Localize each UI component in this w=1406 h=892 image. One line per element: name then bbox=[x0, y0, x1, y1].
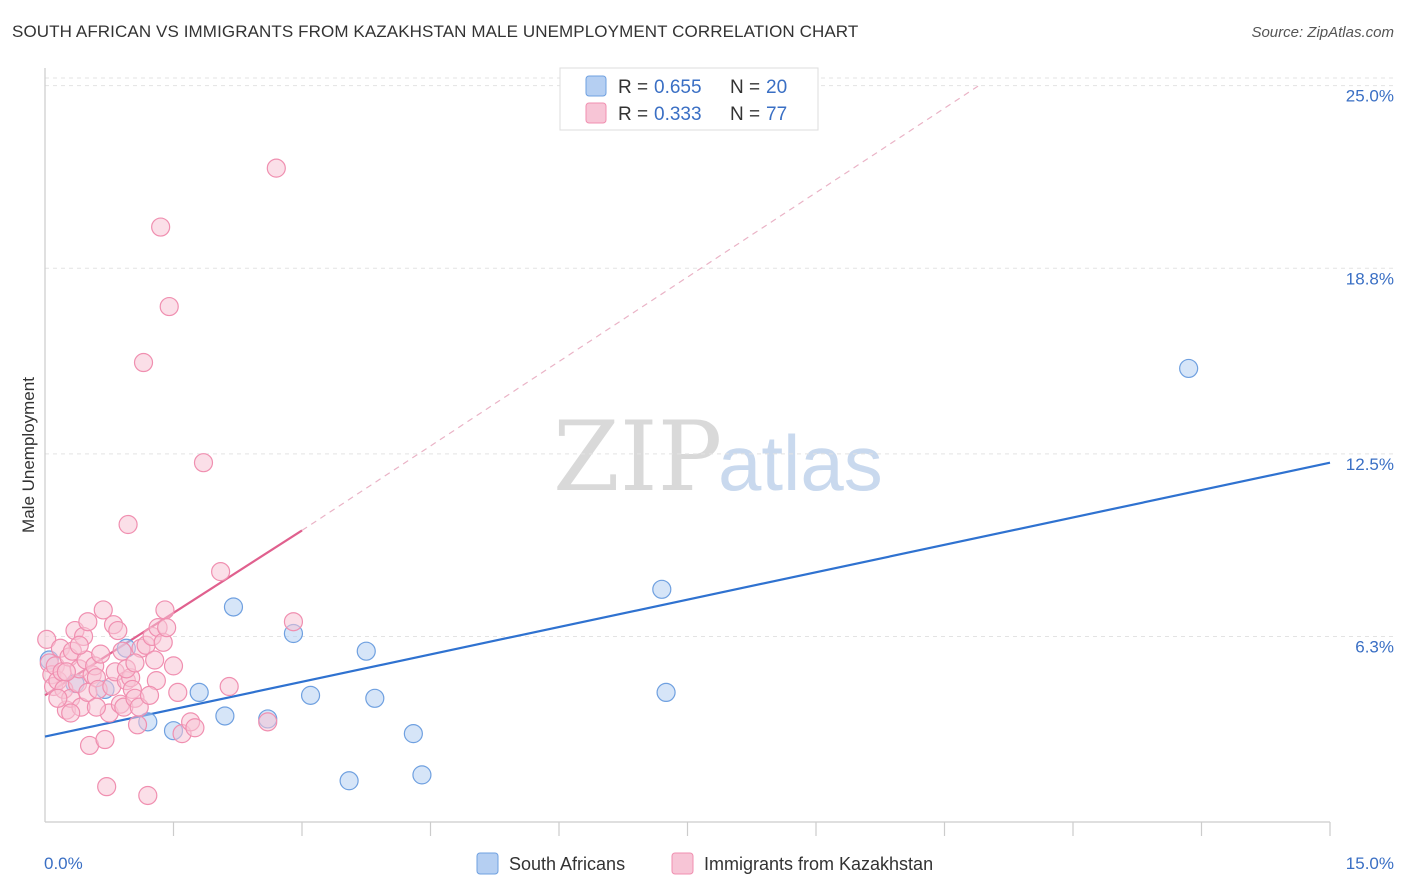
point-kazakhstan bbox=[211, 562, 231, 582]
point-kazakhstan bbox=[258, 712, 278, 732]
point-south-africans bbox=[1179, 358, 1199, 379]
legend-box: R = 0.655 N = 20 R = 0.333 N = 77 bbox=[559, 67, 819, 131]
legend-n-value-0: 20 bbox=[766, 77, 787, 98]
point-kazakhstan bbox=[145, 650, 165, 670]
point-south-africans bbox=[412, 765, 432, 785]
point-kazakhstan bbox=[93, 600, 113, 620]
point-kazakhstan bbox=[155, 600, 175, 620]
point-south-africans bbox=[356, 641, 376, 661]
watermark-zip: ZIP bbox=[553, 401, 722, 513]
point-kazakhstan bbox=[95, 729, 115, 750]
legend-n-label-1: N = bbox=[730, 104, 760, 125]
point-kazakhstan bbox=[118, 514, 138, 535]
point-kazakhstan bbox=[283, 612, 304, 632]
bottom-legend: South Africans Immigrants from Kazakhsta… bbox=[476, 852, 933, 875]
trend-extension-kazakhstan bbox=[301, 85, 980, 531]
point-kazakhstan bbox=[219, 676, 239, 697]
watermark: ZIP atlas bbox=[553, 401, 883, 513]
chart-source: Source: ZipAtlas.com bbox=[1251, 24, 1394, 41]
point-south-africans bbox=[189, 682, 209, 703]
y-tick-label: 25.0% bbox=[1346, 87, 1394, 106]
point-kazakhstan bbox=[157, 618, 177, 638]
x-axis-ticks bbox=[172, 822, 1331, 836]
point-kazakhstan bbox=[69, 635, 89, 655]
point-kazakhstan bbox=[97, 777, 117, 797]
legend-r-label-1: R = bbox=[618, 104, 648, 125]
gridlines bbox=[45, 77, 1395, 637]
point-kazakhstan bbox=[151, 217, 171, 237]
point-south-africans bbox=[365, 688, 385, 708]
point-south-africans bbox=[403, 724, 423, 744]
point-south-africans bbox=[223, 597, 244, 617]
point-kazakhstan bbox=[48, 688, 68, 708]
chart-title: SOUTH AFRICAN VS IMMIGRANTS FROM KAZAKHS… bbox=[12, 22, 859, 41]
legend-swatch-kazakhstan bbox=[585, 102, 607, 124]
point-kazakhstan bbox=[91, 644, 111, 664]
y-axis-label: Male Unemployment bbox=[19, 377, 38, 533]
legend-r-value-1: 0.333 bbox=[654, 104, 702, 125]
watermark-atlas: atlas bbox=[718, 419, 883, 507]
point-kazakhstan bbox=[185, 718, 205, 738]
y-tick-label: 6.3% bbox=[1355, 637, 1394, 656]
y-tick-labels: 6.3% 12.5% 18.8% 25.0% bbox=[1346, 87, 1394, 657]
legend-swatch-south-africans bbox=[585, 75, 607, 97]
point-kazakhstan bbox=[163, 656, 184, 676]
point-south-africans bbox=[339, 771, 359, 791]
series-immigrants-kazakhstan bbox=[37, 158, 304, 806]
point-south-africans bbox=[300, 685, 321, 705]
legend-r-value-0: 0.655 bbox=[654, 77, 702, 98]
legend-r-label-0: R = bbox=[618, 77, 648, 98]
point-south-africans bbox=[656, 682, 676, 703]
y-tick-label: 18.8% bbox=[1346, 269, 1394, 288]
point-kazakhstan bbox=[125, 653, 145, 673]
y-tick-label: 12.5% bbox=[1346, 455, 1394, 474]
point-kazakhstan bbox=[37, 629, 57, 649]
bottom-legend-swatch-south-africans[interactable] bbox=[476, 852, 499, 875]
point-kazakhstan bbox=[78, 612, 98, 632]
point-kazakhstan bbox=[193, 453, 214, 473]
point-kazakhstan bbox=[108, 620, 128, 641]
point-kazakhstan bbox=[56, 662, 77, 682]
point-kazakhstan bbox=[168, 682, 188, 703]
legend-n-value-1: 77 bbox=[766, 104, 787, 125]
x-tick-label-min: 0.0% bbox=[44, 854, 83, 873]
point-kazakhstan bbox=[86, 697, 107, 717]
bottom-legend-swatch-kazakhstan[interactable] bbox=[671, 852, 694, 875]
point-kazakhstan bbox=[112, 641, 132, 661]
x-tick-label-max: 15.0% bbox=[1346, 854, 1394, 873]
bottom-legend-label-south-africans[interactable]: South Africans bbox=[509, 854, 625, 874]
point-kazakhstan bbox=[133, 352, 154, 373]
bottom-legend-label-kazakhstan[interactable]: Immigrants from Kazakhstan bbox=[704, 854, 933, 874]
point-kazakhstan bbox=[139, 685, 160, 705]
point-kazakhstan bbox=[127, 715, 148, 735]
point-kazakhstan bbox=[159, 296, 179, 317]
point-kazakhstan bbox=[61, 703, 81, 723]
point-south-africans bbox=[652, 579, 672, 599]
point-south-africans bbox=[215, 706, 235, 726]
point-kazakhstan bbox=[266, 158, 286, 178]
trend-line-south-africans bbox=[44, 461, 1331, 738]
point-kazakhstan bbox=[138, 785, 158, 806]
legend-n-label-0: N = bbox=[730, 77, 760, 98]
